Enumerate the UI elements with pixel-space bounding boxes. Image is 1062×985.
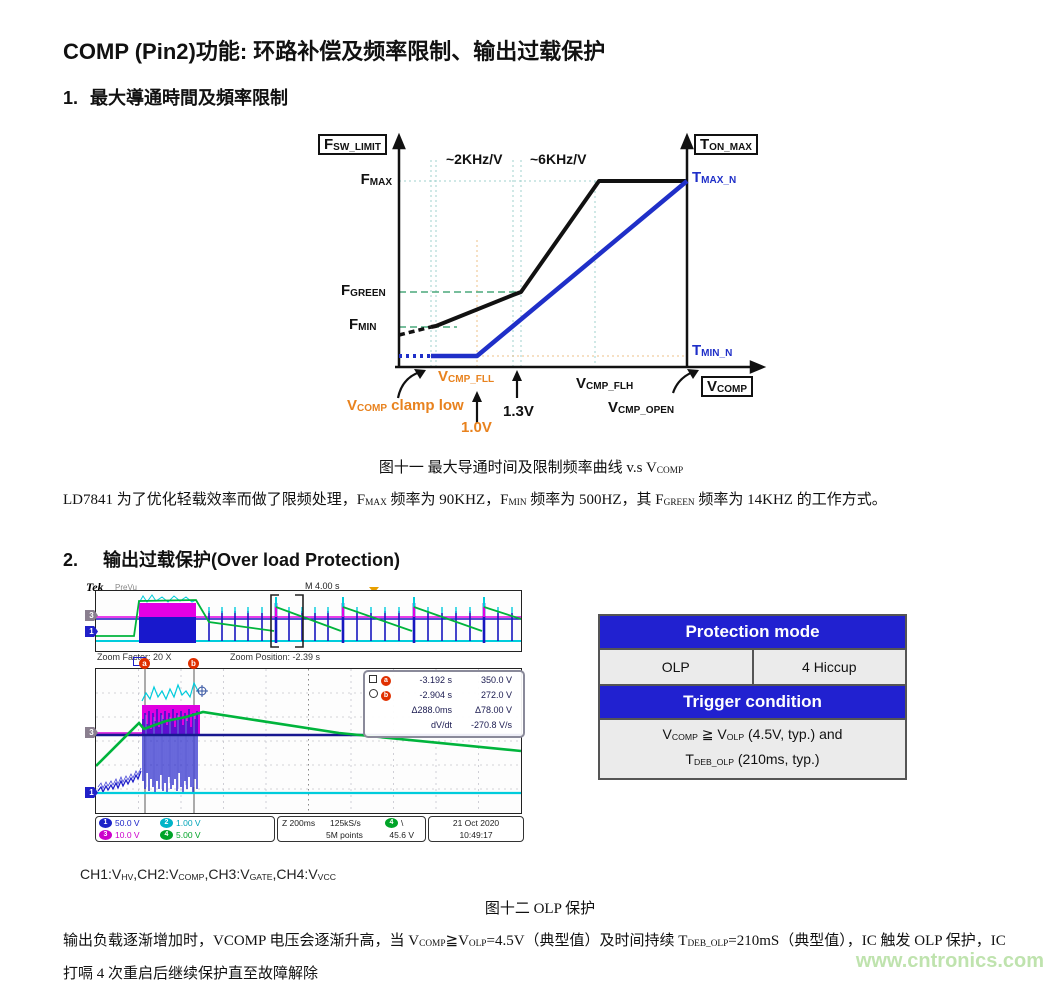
oscilloscope-screenshot: Tek PreVu M 4.00 s Zoom Factor: 20	[85, 578, 525, 844]
x-axis-label: VCOMP	[701, 376, 754, 398]
section2-title: 输出过载保护(Over load Protection)	[103, 550, 401, 570]
horizontal-scale: Z 200ms	[282, 818, 316, 828]
delta-voltage: Δ78.00 V	[474, 704, 512, 715]
left-axis-label: FSW_LIMIT	[318, 134, 387, 156]
channel-1-scale: 50.0 V	[115, 818, 140, 828]
fgreen-label: FGREEN	[341, 282, 386, 300]
right-axis-label: TON_MAX	[694, 134, 758, 156]
v10-label: 1.0V	[461, 419, 492, 436]
tmax-label: TMAX_N	[692, 169, 737, 187]
channel-1-marker-icon: 1	[85, 626, 98, 637]
cursor-a-icon: a	[139, 658, 150, 669]
channel-scale-box: 1 50.0 V 2 1.00 V 3 10.0 V 4 5.00 V	[95, 816, 275, 842]
watermark: www.cntronics.com	[855, 950, 1044, 972]
vcmp-fll-label: VCMP_FLL	[438, 368, 495, 386]
zoom-position-readout: Zoom Position: -2.39 s	[230, 652, 321, 662]
section1-title: 最大導通時間及頻率限制	[90, 88, 289, 108]
channel-2-scale: 1.00 V	[176, 818, 201, 828]
channel-1-badge: 1	[99, 818, 112, 828]
tmin-label: TMIN_N	[692, 342, 733, 360]
v13-label: 1.3V	[503, 403, 534, 420]
trigger-condition-cell: VCOMP ≧ VOLP (4.5V, typ.) and TDEB_OLP (…	[600, 718, 905, 779]
channel-4-badge: 4	[160, 830, 173, 840]
cursor-b-icon: b	[188, 658, 199, 669]
checkbox-icon	[369, 674, 377, 683]
vcomp-clamp-low-label: VCOMP clamp low	[347, 397, 464, 415]
section2-heading: 2. 输出过载保护(Over load Protection)	[63, 546, 400, 572]
cursor-a-voltage: 350.0 V	[480, 674, 512, 685]
trigger-slope-icon: \	[401, 818, 404, 828]
channel-4-scale: 5.00 V	[176, 830, 201, 840]
page-title: COMP (Pin2)功能: 环路补偿及频率限制、输出过载保护	[63, 39, 606, 64]
cursor-b-time: -2.904 s	[419, 689, 452, 700]
dvdt-label: dV/dt	[430, 719, 452, 730]
date-time-box: 21 Oct 2020 10:49:17	[428, 816, 524, 842]
scope-time: 10:49:17	[459, 830, 493, 840]
scope-date: 21 Oct 2020	[452, 818, 500, 828]
frequency-limit-graph	[310, 130, 780, 440]
channel-1-marker-icon: 1	[85, 787, 98, 798]
graph-canvas	[392, 132, 767, 423]
delta-time: Δ288.0ms	[411, 704, 452, 715]
trigger-condition-header: Trigger condition	[600, 686, 905, 718]
cursor-b-voltage: 272.0 V	[480, 689, 512, 700]
vcmp-flh-label: VCMP_FLH	[576, 375, 634, 393]
delta-row: Δ288.0ms Δ78.00 V	[365, 702, 523, 717]
figure12-caption: 图十二 OLP 保护	[484, 901, 596, 917]
cursor-a-time: -3.192 s	[419, 674, 452, 685]
overview-waveform	[96, 594, 522, 648]
cursor-b-row: b -2.904 s 272.0 V	[365, 687, 523, 702]
acquisition-status: PreVu	[115, 583, 137, 592]
vcmp-open-label: VCMP_OPEN	[608, 399, 675, 417]
slope-6khz-label: ~6KHz/V	[530, 151, 587, 167]
cursor-a-row: a -3.192 s 350.0 V	[365, 672, 523, 687]
protection-table: Protection mode OLP 4 Hiccup Trigger con…	[598, 614, 907, 781]
hiccup-cell: 4 Hiccup	[751, 650, 906, 684]
cursor-a-icon: a	[381, 675, 391, 686]
protection-mode-cell: OLP	[661, 659, 690, 675]
overview-waveform-panel	[95, 590, 522, 652]
figure11-caption: 图十一 最大导通时间及限制频率曲线 v.s VCOMP	[378, 460, 684, 477]
protection-mode-header: Protection mode	[600, 616, 905, 648]
channel-3-marker-icon: 3	[85, 727, 98, 738]
channel-3-badge: 3	[99, 830, 112, 840]
cursor-b-icon: b	[381, 690, 391, 701]
trigger-source-badge: 4	[385, 818, 398, 828]
channel-3-scale: 10.0 V	[115, 830, 140, 840]
sample-rate: 125kS/s	[330, 818, 361, 828]
channel-2-badge: 2	[160, 818, 173, 828]
dvdt-row: dV/dt -270.8 V/s	[365, 717, 523, 732]
horizontal-trigger-box: Z 200ms 125kS/s 4 \ 5M points 45.6 V	[277, 816, 426, 842]
channel-legend: CH1:VHV,CH2:VCOMP,CH3:VGATE,CH4:VVCC	[80, 866, 336, 883]
cursor-readout-box: a -3.192 s 350.0 V b -2.904 s 272.0 V Δ2…	[363, 670, 525, 738]
record-length: 5M points	[326, 830, 363, 840]
fmax-label: FMAX	[360, 171, 392, 189]
section1-heading: 1. 最大導通時間及頻率限制	[63, 84, 288, 110]
section1-paragraph: LD7841 为了优化轻载效率而做了限频处理，FMAX 频率为 90KHZ，FM…	[63, 492, 887, 509]
radio-icon	[369, 689, 378, 698]
dvdt-value: -270.8 V/s	[470, 719, 512, 730]
timebase-readout: M 4.00 s	[305, 581, 340, 591]
section2-paragraph: 输出负载逐渐增加时，VCOMP 电压会逐渐升高，当 VCOMP≧VOLP=4.5…	[63, 933, 1006, 983]
section1-number: 1.	[63, 88, 79, 108]
fmin-label: FMIN	[349, 316, 377, 334]
channel-3-marker-icon: 3	[85, 610, 98, 621]
section2-number: 2.	[63, 550, 79, 570]
trigger-level: 45.6 V	[389, 830, 414, 840]
slope-2khz-label: ~2KHz/V	[446, 151, 503, 167]
